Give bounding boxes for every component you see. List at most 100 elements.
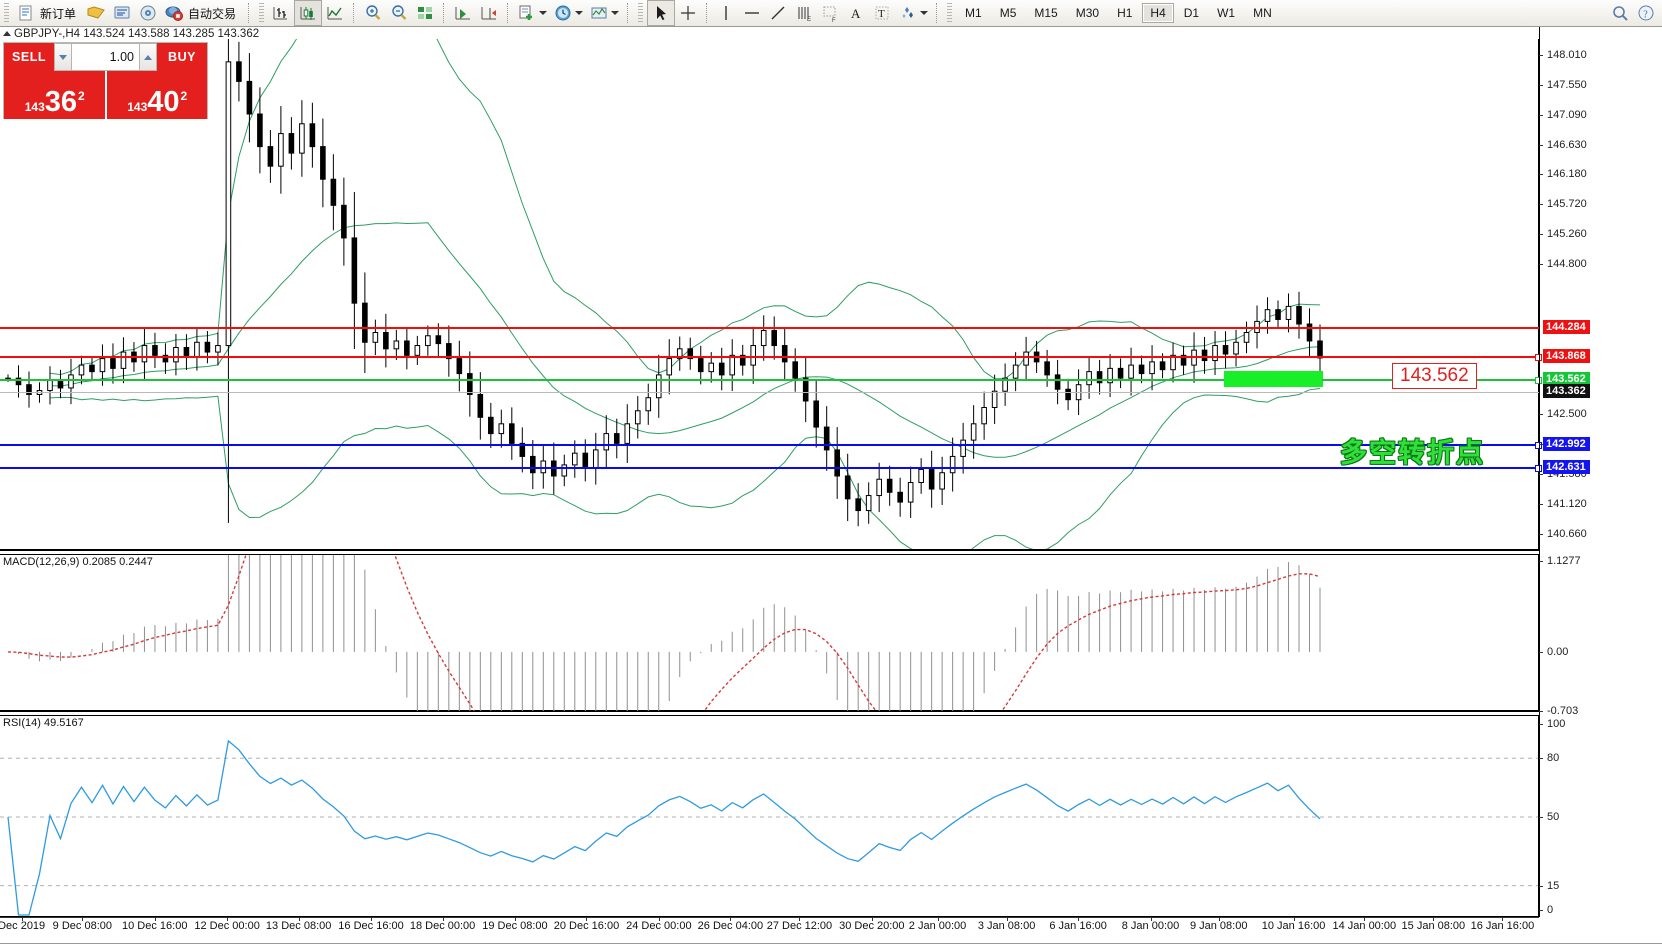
periods-button[interactable] bbox=[550, 1, 586, 25]
price-level-label-143868[interactable]: 143.868 bbox=[1543, 349, 1590, 363]
new-order-button[interactable]: 新订单 bbox=[13, 1, 83, 25]
volume-decrease-button[interactable] bbox=[54, 43, 72, 71]
clock-icon bbox=[553, 3, 573, 23]
volume-value: 1.00 bbox=[109, 50, 134, 64]
price-tick-label: 146.180 bbox=[1547, 168, 1587, 180]
buy-label: BUY bbox=[168, 50, 196, 64]
volume-increase-button[interactable] bbox=[139, 43, 157, 71]
level-line-142992[interactable] bbox=[0, 442, 1542, 449]
price-axis[interactable]: 148.010 147.550 147.090 146.630 146.180 145.7… bbox=[1539, 27, 1662, 952]
price-level-label-143562[interactable]: 143.562 bbox=[1543, 372, 1590, 386]
price-tick-label: 148.010 bbox=[1547, 48, 1587, 61]
toolbar-grip[interactable] bbox=[4, 3, 9, 23]
help-icon[interactable]: ? bbox=[1636, 3, 1656, 23]
volume-stepper[interactable]: 1.00 bbox=[54, 43, 157, 71]
navigator-icon bbox=[138, 3, 158, 23]
level-line-143868[interactable] bbox=[0, 354, 1542, 361]
level-line-142631[interactable] bbox=[0, 465, 1542, 472]
level-line-144284[interactable] bbox=[0, 327, 1539, 329]
indicators-button[interactable] bbox=[514, 1, 550, 25]
zoom-in-button[interactable] bbox=[360, 1, 386, 25]
time-axis-label: 10 Dec 16:00 bbox=[122, 920, 188, 932]
time-axis-label: 26 Dec 04:00 bbox=[697, 920, 764, 932]
trendline-button[interactable] bbox=[765, 1, 791, 25]
price-level-label-143362[interactable]: 143.362 bbox=[1543, 384, 1590, 398]
timeframe-button-h1[interactable]: H1 bbox=[1117, 6, 1133, 20]
chart-tools-grip[interactable] bbox=[259, 3, 265, 23]
text-icon: A bbox=[846, 3, 866, 23]
svg-text:?: ? bbox=[1643, 10, 1648, 21]
volume-input[interactable]: 1.00 bbox=[72, 43, 139, 71]
timeframe-button-m5[interactable]: M5 bbox=[999, 6, 1017, 20]
buy-button[interactable]: BUY bbox=[157, 43, 207, 71]
crosshair-button[interactable] bbox=[675, 1, 701, 25]
price-callout[interactable]: 143.562 bbox=[1392, 363, 1477, 389]
candlestick-button[interactable] bbox=[294, 0, 323, 26]
level-line-143562[interactable] bbox=[0, 377, 1542, 384]
drawing-tools-grip[interactable] bbox=[638, 3, 644, 23]
timeframe-button-d1[interactable]: D1 bbox=[1183, 6, 1200, 20]
objects-button[interactable] bbox=[895, 1, 931, 25]
chinese-annotation[interactable]: 多空转折点 bbox=[1340, 431, 1485, 470]
navigator-button[interactable] bbox=[135, 1, 161, 25]
chevron-down-icon[interactable] bbox=[575, 11, 584, 15]
timeframe-button-m30[interactable]: M30 bbox=[1075, 6, 1100, 20]
sell-price-cell[interactable]: 143 36 2 bbox=[4, 71, 105, 119]
cursor-button[interactable] bbox=[647, 0, 676, 26]
timeframe-button-w1[interactable]: W1 bbox=[1217, 6, 1236, 20]
timeframe-button-m15[interactable]: M15 bbox=[1034, 6, 1058, 20]
buy-price-cell[interactable]: 143 40 2 bbox=[104, 71, 207, 119]
fibonacci-button[interactable]: E bbox=[791, 1, 817, 25]
hline-button[interactable] bbox=[739, 1, 765, 25]
svg-text:E: E bbox=[807, 17, 811, 23]
toolbar-separator-3 bbox=[443, 3, 445, 23]
time-tick-mark bbox=[371, 917, 373, 921]
timeframe-button-m1[interactable]: M1 bbox=[965, 6, 982, 20]
time-tick-mark bbox=[442, 917, 444, 921]
autotrade-button[interactable]: 自动交易 bbox=[161, 1, 243, 25]
channel-button[interactable]: F bbox=[817, 1, 843, 25]
zoom-out-button[interactable] bbox=[386, 1, 412, 25]
chart-area[interactable]: GBPJPY-,H4 143.524 143.588 143.285 143.3… bbox=[0, 27, 1662, 952]
fibonacci-icon: E bbox=[794, 3, 814, 23]
level-anchor[interactable] bbox=[1535, 442, 1542, 449]
terminal-button[interactable] bbox=[109, 1, 135, 25]
timeframe-grip[interactable] bbox=[947, 3, 953, 23]
price-tick-label: 145.720 bbox=[1547, 198, 1587, 210]
chevron-down-icon[interactable] bbox=[539, 11, 548, 15]
new-order-label: 新订单 bbox=[40, 6, 77, 21]
charts-folder-button[interactable] bbox=[83, 1, 109, 25]
price-level-label-142631[interactable]: 142.631 bbox=[1543, 460, 1590, 474]
tile-windows-button[interactable] bbox=[412, 1, 438, 25]
chevron-down-icon[interactable] bbox=[920, 11, 929, 15]
price-level-label-142992[interactable]: 142.992 bbox=[1543, 437, 1590, 451]
price-tick-label: 141.120 bbox=[1547, 498, 1587, 511]
text-label-button[interactable]: T bbox=[869, 1, 895, 25]
one-click-trading-panel[interactable]: SELL 1.00 BUY 143 36 2 143 40 2 bbox=[3, 42, 208, 119]
vline-button[interactable] bbox=[713, 1, 739, 25]
highlight-rectangle[interactable] bbox=[1224, 371, 1323, 387]
text-button[interactable]: A bbox=[843, 1, 869, 25]
price-level-label-144284[interactable]: 144.284 bbox=[1543, 320, 1590, 334]
shift-end-button[interactable] bbox=[450, 1, 476, 25]
collapse-triangle-icon[interactable] bbox=[3, 31, 11, 36]
line-chart-button[interactable] bbox=[322, 1, 348, 25]
macd-pane-border bbox=[0, 554, 1539, 712]
templates-button[interactable] bbox=[586, 1, 622, 25]
sell-button[interactable]: SELL bbox=[4, 43, 54, 71]
new-order-icon bbox=[16, 3, 36, 23]
timeframe-button-mn[interactable]: MN bbox=[1253, 6, 1272, 20]
level-anchor[interactable] bbox=[1535, 465, 1542, 472]
time-tick-mark bbox=[1433, 917, 1435, 921]
autoscroll-button[interactable] bbox=[476, 1, 502, 25]
chevron-down-icon[interactable] bbox=[611, 11, 620, 15]
level-anchor[interactable] bbox=[1535, 354, 1542, 361]
bollinger-lower bbox=[49, 388, 1321, 551]
timeframe-button-h4[interactable]: H4 bbox=[1142, 3, 1174, 23]
bar-chart-button[interactable] bbox=[268, 1, 294, 25]
time-axis-label: 2 Jan 00:00 bbox=[908, 920, 967, 932]
search-icon[interactable] bbox=[1610, 3, 1630, 23]
level-anchor[interactable] bbox=[1535, 377, 1542, 384]
axis-tick-mark bbox=[1539, 758, 1543, 760]
